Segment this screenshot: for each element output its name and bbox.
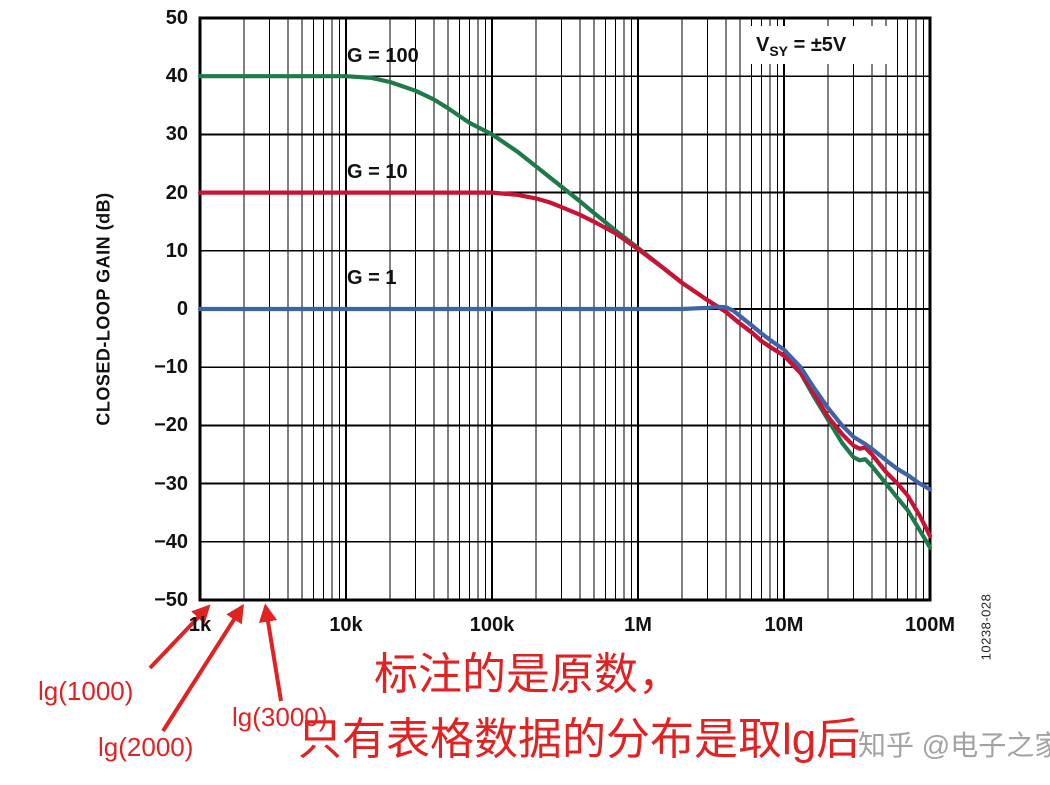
- curve-label-g10: G = 10: [347, 161, 408, 183]
- x-tick-label: 10k: [329, 614, 363, 636]
- annotation-lg1000: lg(1000): [38, 676, 134, 706]
- annotation-lg2000: lg(2000): [98, 732, 194, 762]
- supply-note-suffix: = ±5V: [788, 34, 847, 56]
- supply-note-prefix: V: [756, 34, 770, 56]
- y-tick-label: −10: [154, 356, 188, 378]
- y-tick-label: 50: [165, 7, 188, 29]
- curve-label-g100: G = 100: [347, 45, 419, 67]
- x-tick-label: 10M: [764, 614, 804, 636]
- curve-label-g1: G = 1: [347, 267, 397, 289]
- watermark: 知乎 @电子之家: [858, 730, 1050, 761]
- caption-line-1: 标注的是原数，: [374, 650, 682, 699]
- x-tick-label: 100M: [904, 614, 956, 636]
- caption-line-2: 只有表格数据的分布是取lg后: [298, 715, 861, 764]
- y-tick-label: 20: [165, 182, 188, 204]
- y-tick-label: −30: [154, 473, 188, 495]
- supply-note-subscript: SY: [769, 43, 789, 59]
- y-tick-label: 10: [165, 240, 188, 262]
- x-tick-label: 1k: [188, 614, 212, 636]
- supply-voltage-note: VSY = ±5V: [748, 32, 855, 61]
- annotation-lg3000: lg(3000): [232, 702, 328, 732]
- y-tick-label: 0: [176, 298, 188, 320]
- y-axis-title: CLOSED-LOOP GAIN (dB): [93, 192, 114, 426]
- x-tick-label: 100k: [469, 614, 515, 636]
- y-tick-label: 40: [165, 65, 188, 87]
- y-tick-label: −50: [154, 589, 188, 611]
- y-tick-label: 30: [165, 123, 188, 145]
- y-tick-label: −20: [154, 414, 188, 436]
- y-tick-label: −40: [154, 531, 188, 553]
- x-tick-label: 1M: [624, 614, 652, 636]
- figure-number: 10238-028: [978, 593, 994, 661]
